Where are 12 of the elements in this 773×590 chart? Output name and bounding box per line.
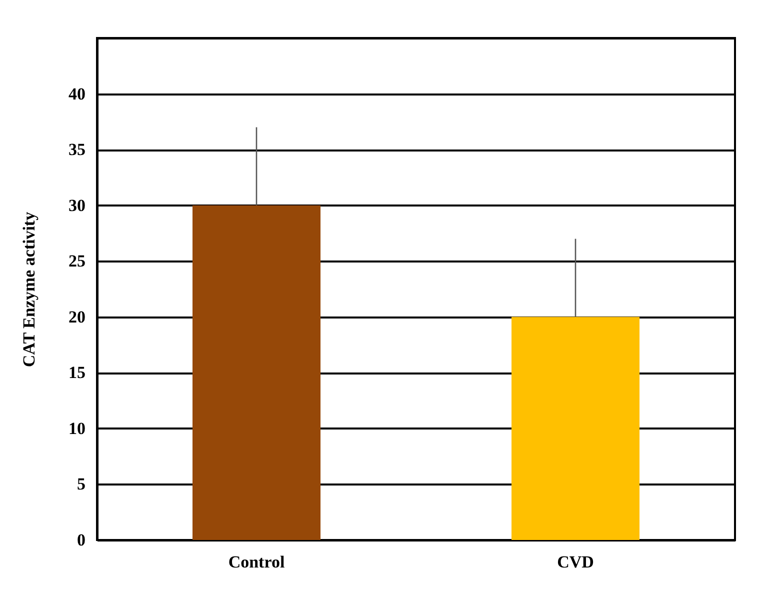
y-tick-label: 0 [77,530,86,550]
y-tick-label: 25 [68,252,86,271]
y-tick-label: 5 [77,474,86,494]
y-tick-label: 15 [68,363,86,382]
y-axis-title: CAT Enzyme activity [20,211,38,368]
y-tick-label: 10 [68,418,86,438]
y-tick-label: 35 [68,140,86,160]
x-tick-label: CVD [557,552,594,572]
y-tick-label: 30 [68,196,86,215]
y-tick-label: 40 [68,84,86,104]
y-tick-label: 20 [68,307,86,326]
x-tick-label: Control [228,552,285,572]
